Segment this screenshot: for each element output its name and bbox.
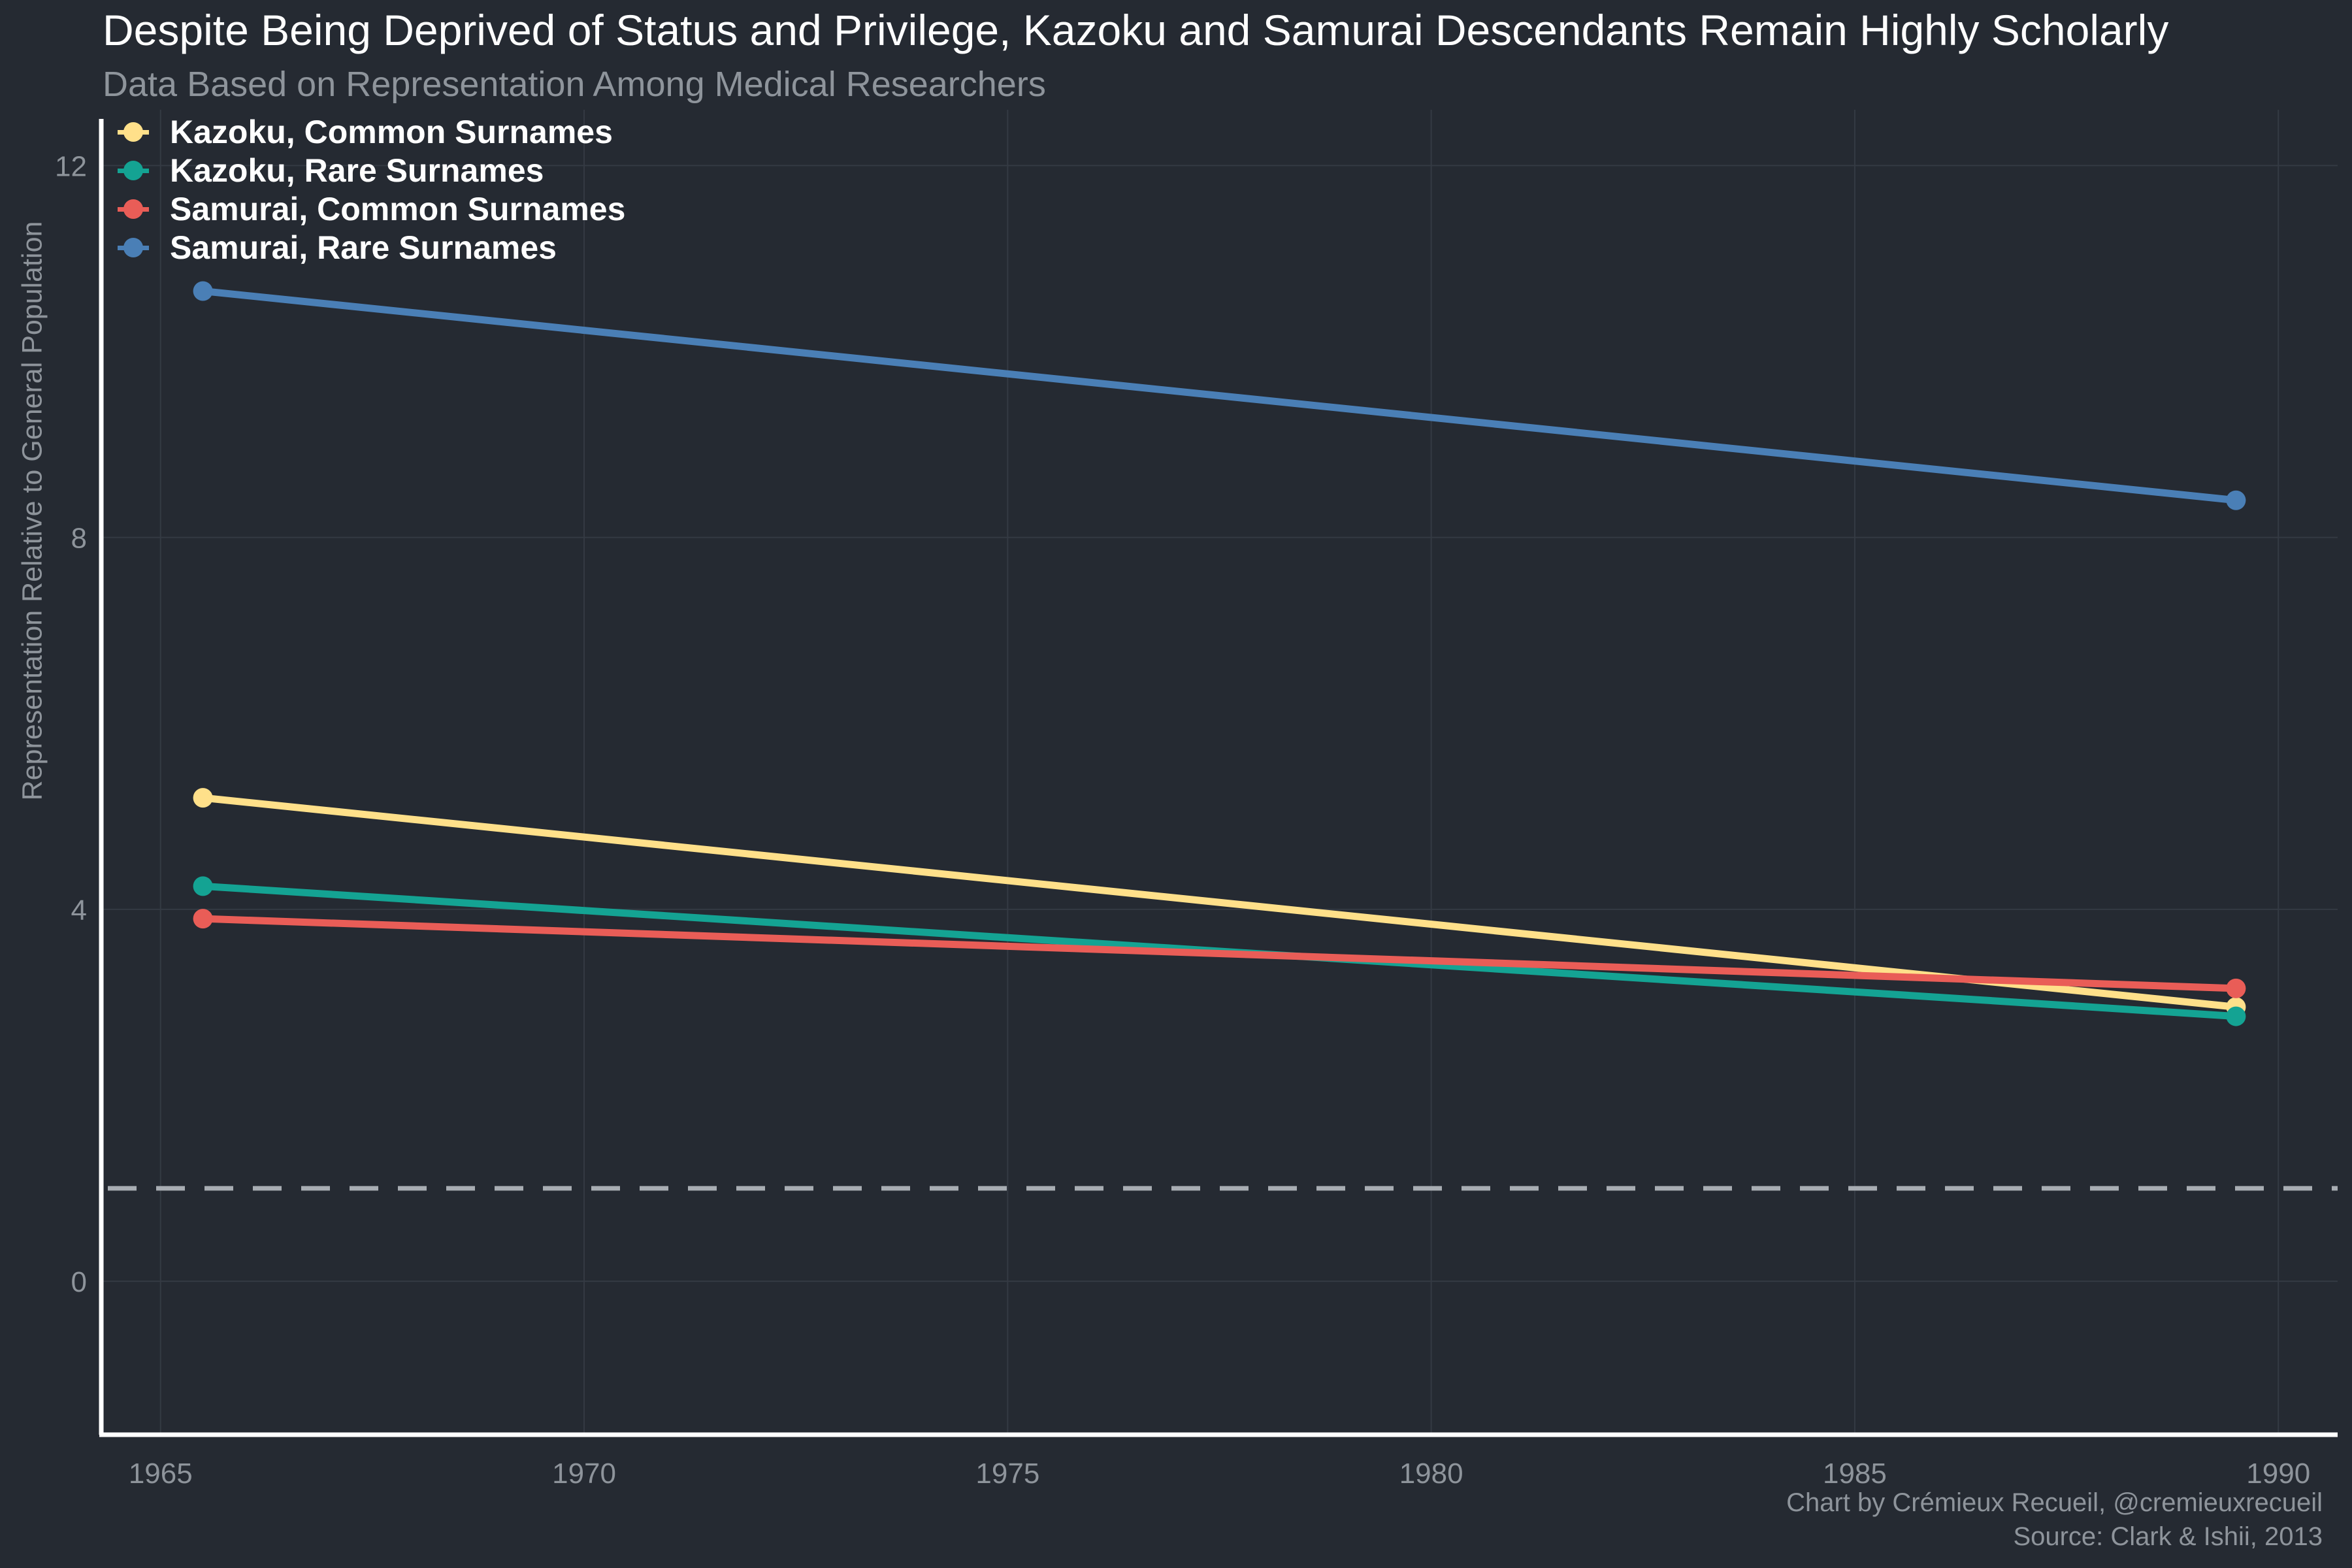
data-point [2226, 490, 2246, 510]
y-tick-label: 0 [71, 1266, 87, 1298]
x-tick-label: 1970 [552, 1458, 616, 1490]
series-line [199, 915, 2240, 992]
legend-key-icon [118, 157, 149, 184]
x-tick-label: 1985 [1823, 1458, 1887, 1490]
x-tick-label: 1990 [2246, 1458, 2310, 1490]
caption-credit: Chart by Crémieux Recueil, @cremieuxrecu… [1786, 1488, 2323, 1517]
data-point [2226, 1006, 2246, 1026]
caption-source: Source: Clark & Ishii, 2013 [2013, 1522, 2323, 1551]
x-tick-label: 1975 [975, 1458, 1039, 1490]
legend-label: Kazoku, Common Surnames [170, 113, 613, 150]
y-tick-label: 12 [55, 150, 87, 182]
legend-label: Samurai, Rare Surnames [170, 229, 557, 266]
legend-item: Samurai, Rare Surnames [118, 228, 625, 267]
data-point [193, 281, 213, 301]
x-tick-label: 1965 [129, 1458, 193, 1490]
data-point [193, 876, 213, 896]
legend-key-icon [118, 196, 149, 222]
legend-dot [123, 160, 143, 180]
legend-key-icon [118, 235, 149, 261]
legend-item: Samurai, Common Surnames [118, 189, 625, 228]
legend-label: Kazoku, Rare Surnames [170, 152, 544, 189]
legend-dot [123, 199, 143, 219]
legend-item: Kazoku, Common Surnames [118, 112, 625, 151]
chart-title: Despite Being Deprived of Status and Pri… [103, 6, 2169, 54]
legend-dot [123, 237, 143, 257]
legend-key-icon [118, 119, 149, 145]
legend-dot [123, 122, 143, 142]
y-axis-label: Representation Relative to General Popul… [16, 221, 48, 801]
y-tick-label: 4 [71, 894, 87, 926]
x-tick-label: 1980 [1399, 1458, 1463, 1490]
data-point [193, 788, 213, 808]
data-point [193, 909, 213, 929]
legend-item: Kazoku, Rare Surnames [118, 151, 625, 189]
series-line [199, 794, 2240, 1011]
data-point [2226, 978, 2246, 998]
legend: Kazoku, Common Surnames Kazoku, Rare Sur… [118, 112, 625, 267]
y-tick-label: 8 [71, 523, 87, 555]
series-line [199, 287, 2240, 504]
legend-label: Samurai, Common Surnames [170, 190, 626, 227]
chart-subtitle: Data Based on Representation Among Medic… [103, 65, 1046, 104]
